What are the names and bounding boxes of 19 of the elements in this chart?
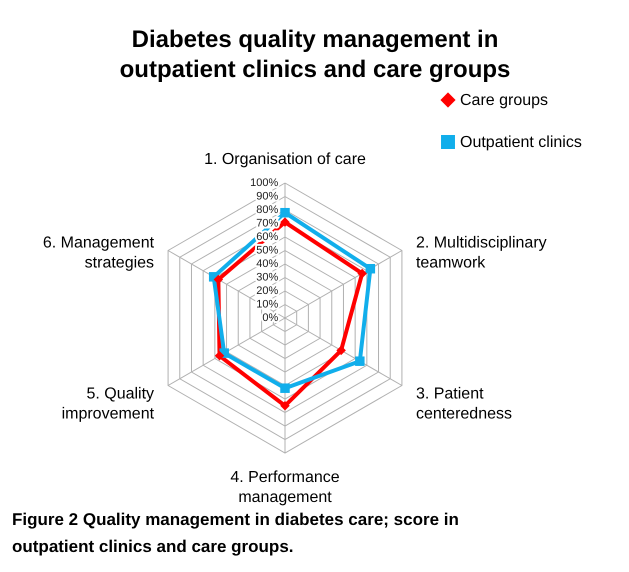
spoke-label: 4. Performance management bbox=[230, 469, 340, 506]
spoke-label: 3. Patient centeredness bbox=[416, 386, 512, 423]
caption: Figure 2 Quality management in diabetes care; score in outpatient clinics and care groups. bbox=[12, 510, 459, 556]
spoke-label: 5. Quality improvement bbox=[62, 386, 155, 423]
y-tick-label: 50% bbox=[256, 244, 278, 256]
legend-label: Outpatient clinics bbox=[460, 134, 582, 151]
y-tick-label: 100% bbox=[250, 177, 278, 189]
y-tick-label: 30% bbox=[256, 272, 278, 284]
y-tick-label: 90% bbox=[256, 190, 278, 202]
y-tick-label: 10% bbox=[256, 298, 278, 310]
y-tick-label: 20% bbox=[256, 285, 278, 297]
chart-title: Diabetes quality management in outpatient clinics and care groups bbox=[120, 26, 510, 83]
y-tick-label: 0% bbox=[262, 312, 278, 324]
spoke-label: 6. Management strategies bbox=[42, 234, 155, 272]
spoke-label: 1. Organisation of care bbox=[204, 150, 366, 168]
y-tick-label: 40% bbox=[256, 258, 278, 270]
legend-label: Care groups bbox=[460, 92, 548, 109]
spoke-label: 2. Multidisciplinary teamwork bbox=[416, 234, 547, 272]
y-tick-label: 80% bbox=[256, 204, 278, 216]
